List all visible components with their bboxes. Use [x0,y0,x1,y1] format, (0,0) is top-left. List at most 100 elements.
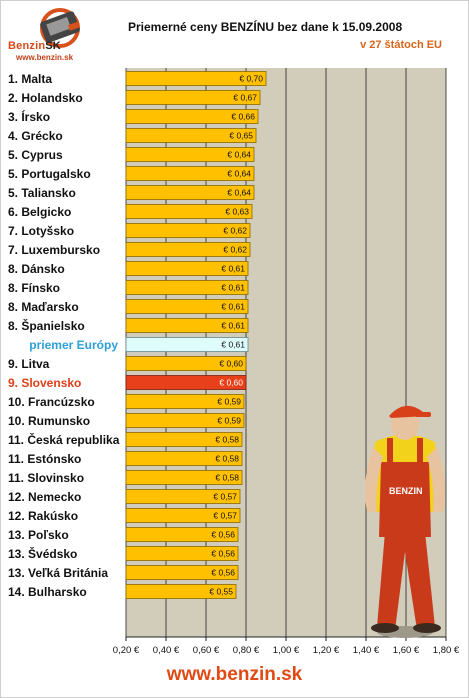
gridlines [125,68,447,637]
bar [125,280,249,295]
category-label: 14. Bulharsko [8,585,87,599]
bar-value-label: € 0,65 [229,131,253,141]
category-label: 13. Veľká Británia [8,566,108,580]
bar-value-label: € 0,59 [217,416,241,426]
bar [125,584,237,599]
bar [125,318,249,333]
chart-subtitle: v 27 štátoch EU [360,39,442,51]
footer-url: www.benzin.sk [166,664,303,685]
logo-wordmark: BenzinSK [8,40,61,52]
category-label: 1. Malta [8,72,52,86]
category-label: 9. Litva [8,357,50,371]
category-label: 11. Slovinsko [8,471,84,485]
category-label: 8. Španielsko [8,318,85,333]
bar [125,565,239,580]
x-tick-label: 1,40 € [353,645,380,656]
bar [125,128,257,143]
bar [125,185,255,200]
category-label: 10. Rumunsko [8,414,90,428]
bar [125,451,243,466]
category-label: 2. Holandsko [8,91,83,105]
x-tick-label: 0,40 € [153,645,180,656]
bar [125,413,245,428]
category-label: 5. Taliansko [8,186,76,200]
bar-value-label: € 0,66 [231,112,255,122]
bar [125,337,249,352]
category-label: 12. Rakúsko [8,509,78,523]
bar-value-label: € 0,58 [215,454,239,464]
benzin-logo-icon [40,8,80,48]
bar-value-label: € 0,56 [211,568,235,578]
category-label: 7. Lotyšsko [8,224,74,238]
category-label: 4. Grécko [8,129,63,143]
category-label: 6. Belgicko [8,205,71,219]
x-tick-label: 1,20 € [313,645,340,656]
bar [125,394,245,409]
x-tick-label: 1,60 € [393,645,420,656]
category-label: 11. Estónsko [8,452,81,466]
bar-value-label: € 0,62 [223,245,247,255]
bar-value-label: € 0,59 [217,397,241,407]
bar [125,71,267,86]
bar [125,261,249,276]
logo-url: www.benzin.sk [16,53,74,62]
bar-value-label: € 0,64 [227,169,251,179]
category-label: 8. Fínsko [8,281,60,295]
bar-value-label: € 0,61 [221,321,245,331]
category-label: 13. Švédsko [8,546,77,561]
x-tick-label: 0,20 € [113,645,140,656]
bar-value-label: € 0,61 [221,302,245,312]
category-label: 8. Dánsko [8,262,65,276]
bar [125,489,241,504]
bar [125,147,255,162]
bar [125,470,243,485]
bar-value-label: € 0,62 [223,226,247,236]
category-label: 12. Nemecko [8,490,81,504]
category-label: 9. Slovensko [8,376,81,390]
bar-value-label: € 0,57 [213,492,237,502]
bar [125,204,253,219]
x-tick-label: 0,60 € [193,645,220,656]
bar [125,166,255,181]
chart-title: Priemerné ceny BENZÍNU bez dane k 15.09.… [128,20,403,34]
bar [125,356,247,371]
category-label: 13. Poľsko [8,528,69,542]
bar-value-label: € 0,70 [239,74,263,84]
bar [125,90,261,105]
category-label: 7. Luxembursko [8,243,100,257]
bar-value-label: € 0,61 [221,283,245,293]
category-label: priemer Európy [29,338,118,352]
mechanic-mascot-icon: BENZIN [365,405,445,638]
category-label: 11. Česká republika [8,432,120,447]
x-axis-ticks: 0,20 € 0,40 € 0,60 € 0,80 € 1,00 € 1,20 € 1,40… [113,637,460,656]
bar [125,223,251,238]
category-label: 10. Francúzsko [8,395,95,409]
bar-value-label: € 0,56 [211,530,235,540]
svg-text:BENZIN: BENZIN [389,486,423,496]
bar [125,242,251,257]
bar [125,508,241,523]
bar-value-label: € 0,61 [221,340,245,350]
bar-value-label: € 0,67 [233,93,257,103]
bar-value-label: € 0,64 [227,188,251,198]
bar [125,109,259,124]
category-labels: 1. Malta 2. Holandsko 3. Írsko 4. Grécko 5. … [8,72,120,599]
bar [125,527,239,542]
bar [125,375,247,390]
category-label: 3. Írsko [8,109,50,124]
bar [125,299,249,314]
bar-value-label: € 0,61 [221,264,245,274]
bar-value-label: € 0,60 [219,359,243,369]
bar-value-label: € 0,55 [209,587,233,597]
bar [125,432,243,447]
bar-value-label: € 0,60 [219,378,243,388]
x-tick-label: 1,00 € [273,645,300,656]
bar-value-label: € 0,58 [215,473,239,483]
category-label: 8. Maďarsko [8,300,79,314]
x-tick-label: 0,80 € [233,645,260,656]
bar-value-label: € 0,64 [227,150,251,160]
bar-value-label: € 0,56 [211,549,235,559]
category-label: 5. Cyprus [8,148,63,162]
bars: € 0,70 € 0,67 € 0,66 € 0,65 € 0,64 € 0,64 € 0,… [125,71,267,599]
